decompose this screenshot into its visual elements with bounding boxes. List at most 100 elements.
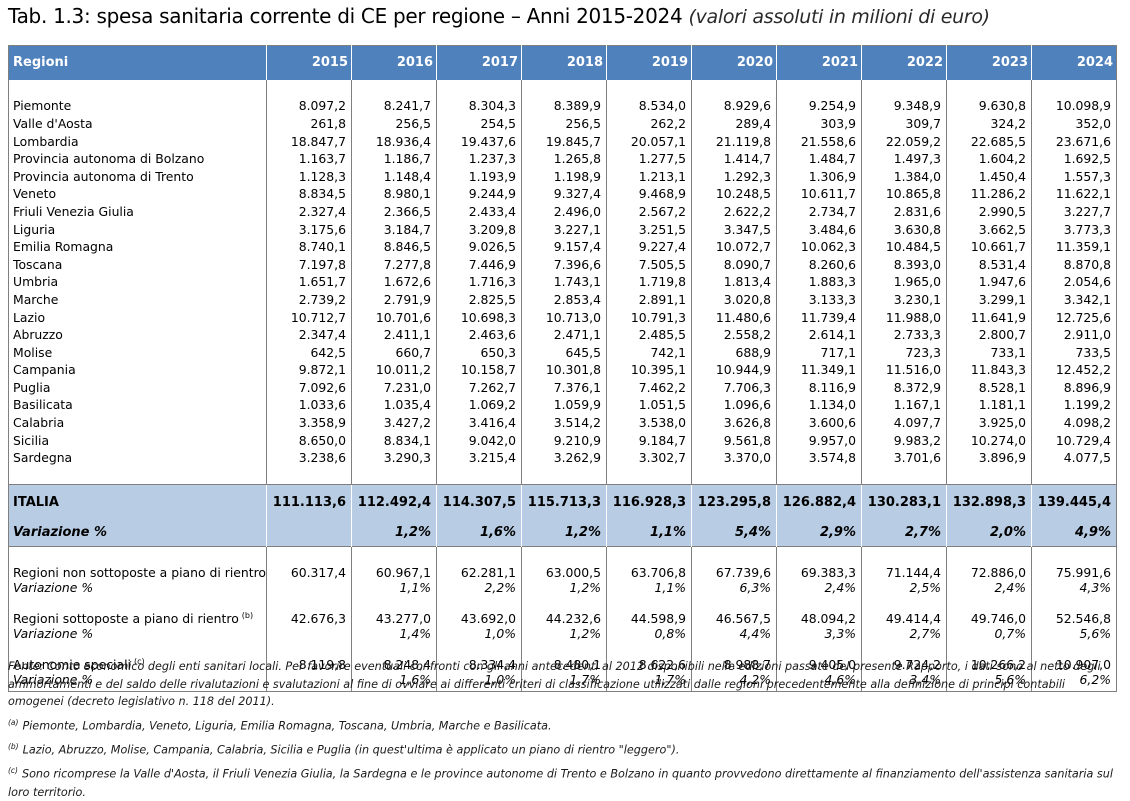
value-cell: 10.611,7 xyxy=(776,185,862,203)
value-cell: 2.411,1 xyxy=(351,325,437,344)
value-cell: 7.505,5 xyxy=(606,255,692,274)
value-cell: 7.262,7 xyxy=(436,378,522,397)
value-cell: 1.265,8 xyxy=(521,149,607,168)
value-cell: 115.713,3 xyxy=(521,484,607,521)
region-name: Campania xyxy=(13,362,76,378)
value-cell: 21.119,8 xyxy=(691,132,777,150)
value-cell: 10.701,6 xyxy=(351,308,437,326)
value-cell: 2.800,7 xyxy=(946,325,1032,344)
region-name: Provincia autonoma di Bolzano xyxy=(13,151,205,167)
value-cell: 7.446,9 xyxy=(436,255,522,274)
value-cell: 3.701,6 xyxy=(861,448,947,467)
region-name: Veneto xyxy=(13,186,57,202)
value-cell: 130.283,1 xyxy=(861,484,947,521)
value-cell: 22.685,5 xyxy=(946,132,1032,150)
value-cell: 1.557,3 xyxy=(1031,167,1117,186)
group-label-text: Regioni sottoposte a piano di rientro xyxy=(13,610,239,626)
value-cell: 8.988,7 xyxy=(691,645,777,672)
value-cell: 67.739,6 xyxy=(691,553,777,580)
value-cell: 3.175,6 xyxy=(266,220,352,238)
group-note-ref: (c) xyxy=(133,656,145,666)
variation-cell: 4,4% xyxy=(691,625,777,646)
value-cell: 1.134,0 xyxy=(776,396,862,414)
region-name: Sicilia xyxy=(13,432,50,448)
value-cell: 3.290,3 xyxy=(351,448,437,467)
variation-cell: 0,8% xyxy=(606,625,692,646)
value-cell: 8.480,1 xyxy=(521,645,607,672)
value-cell: 9.327,4 xyxy=(521,185,607,203)
variation-cell: 2,4% xyxy=(776,579,862,600)
group-label: Regioni non sottoposte a piano di rientr… xyxy=(9,554,267,580)
value-cell: 9.872,1 xyxy=(266,361,352,379)
value-cell: 69.383,3 xyxy=(776,553,862,580)
value-cell: 71.144,4 xyxy=(861,553,947,580)
value-cell: 111.113,6 xyxy=(266,484,352,521)
variation-cell: 2,4% xyxy=(946,579,1032,600)
footnote-ref: (a) xyxy=(8,717,19,727)
value-cell: 10.098,9 xyxy=(1031,97,1117,115)
value-cell: 9.957,0 xyxy=(776,431,862,449)
value-cell: 733,5 xyxy=(1031,343,1117,361)
value-cell: 2.739,2 xyxy=(266,290,352,309)
value-cell: 1.719,8 xyxy=(606,273,692,291)
value-cell: 43.277,0 xyxy=(351,599,437,626)
title-main: Tab. 1.3: spesa sanitaria corrente di CE… xyxy=(8,4,683,28)
value-cell: 1.306,9 xyxy=(776,167,862,186)
value-cell: 10.011,2 xyxy=(351,361,437,379)
value-cell: 60.317,4 xyxy=(266,553,352,580)
value-cell: 10.062,3 xyxy=(776,237,862,256)
value-cell: 8.260,6 xyxy=(776,255,862,274)
value-cell: 11.641,9 xyxy=(946,308,1032,326)
value-cell: 3.302,7 xyxy=(606,448,692,467)
value-cell: 650,3 xyxy=(436,343,522,361)
value-cell: 1.059,9 xyxy=(521,396,607,414)
value-cell: 7.092,6 xyxy=(266,378,352,397)
table-row: Lombardia 18.847,7 18.936,4 19.437,6 19.845,… xyxy=(9,132,1117,150)
value-cell: 7.277,8 xyxy=(351,255,437,274)
table-row: Calabria 3.358,9 3.427,2 3.416,4 3.514,2 3.53… xyxy=(9,413,1117,432)
footnote-text: Lazio, Abruzzo, Molise, Campania, Calabr… xyxy=(22,743,680,757)
value-cell: 2.911,0 xyxy=(1031,325,1117,344)
value-cell: 2.853,4 xyxy=(521,290,607,309)
value-cell: 1.186,7 xyxy=(351,149,437,168)
value-cell: 1.148,4 xyxy=(351,167,437,186)
value-cell: 2.622,2 xyxy=(691,202,777,221)
value-cell: 642,5 xyxy=(266,343,352,361)
value-cell: 9.227,4 xyxy=(606,237,692,256)
group-variation-row: Variazione % 1,6% 1,0% 1,7% 1,7% 4,2% 4,6% 3,4%… xyxy=(9,671,1117,692)
value-cell: 660,7 xyxy=(351,343,437,361)
group-row: Autonomie speciali (c) 8.119,8 8.248,4 8.334… xyxy=(9,645,1117,672)
value-cell: 9.468,9 xyxy=(606,185,692,203)
group-variation-row: Variazione % 1,4% 1,0% 1,2% 0,8% 4,4% 3,3% 2,7%… xyxy=(9,625,1117,646)
value-cell: 8.740,1 xyxy=(266,237,352,256)
value-cell: 8.980,1 xyxy=(351,185,437,203)
value-cell: 352,0 xyxy=(1031,114,1117,133)
value-cell: 20.057,1 xyxy=(606,132,692,150)
value-cell: 3.427,2 xyxy=(351,413,437,432)
value-cell: 1.163,7 xyxy=(266,149,352,168)
value-cell: 10.944,9 xyxy=(691,361,777,379)
value-cell: 9.157,4 xyxy=(521,237,607,256)
value-cell: 2.558,2 xyxy=(691,325,777,344)
group-label: Regioni sottoposte a piano di rientro (b) xyxy=(9,600,267,626)
value-cell: 126.882,4 xyxy=(776,484,862,521)
value-cell: 254,5 xyxy=(436,114,522,133)
region-name: Calabria xyxy=(13,415,65,431)
value-cell: 9.348,9 xyxy=(861,97,947,115)
italia-row: ITALIA 111.113,6 112.492,4 114.307,5 115.713… xyxy=(8,484,1117,521)
value-cell: 11.349,1 xyxy=(776,361,862,379)
value-cell: 112.492,4 xyxy=(351,484,437,521)
table-row: Abruzzo 2.347,4 2.411,1 2.463,6 2.471,1 2.485… xyxy=(9,325,1117,344)
value-cell: 1.198,9 xyxy=(521,167,607,186)
region-name: Basilicata xyxy=(13,397,73,413)
region-name: Lombardia xyxy=(13,133,79,149)
table-row: Basilicata 1.033,6 1.035,4 1.069,2 1.059,9 1.… xyxy=(9,396,1117,414)
value-cell: 8.372,9 xyxy=(861,378,947,397)
value-cell: 4.077,5 xyxy=(1031,448,1117,467)
table-row: Umbria 1.651,7 1.672,6 1.716,3 1.743,1 1.719,… xyxy=(9,273,1117,291)
value-cell: 8.116,9 xyxy=(776,378,862,397)
footnote: (b) Lazio, Abruzzo, Molise, Campania, Cal… xyxy=(8,738,1116,759)
value-cell: 12.725,6 xyxy=(1031,308,1117,326)
value-cell: 49.746,0 xyxy=(946,599,1032,626)
